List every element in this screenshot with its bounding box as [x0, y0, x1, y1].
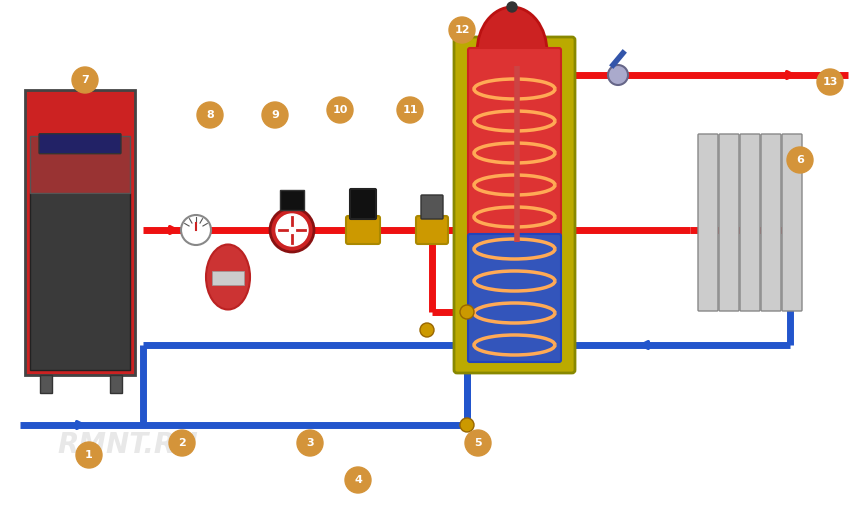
Text: 11: 11 — [402, 105, 417, 115]
Text: RMNT.RU: RMNT.RU — [58, 431, 198, 459]
FancyBboxPatch shape — [416, 216, 448, 244]
Circle shape — [181, 215, 211, 245]
FancyBboxPatch shape — [740, 134, 760, 311]
Text: 9: 9 — [271, 110, 279, 120]
FancyBboxPatch shape — [421, 195, 443, 219]
Circle shape — [262, 102, 288, 128]
Circle shape — [608, 65, 628, 85]
FancyBboxPatch shape — [280, 190, 304, 210]
FancyBboxPatch shape — [454, 37, 575, 373]
Circle shape — [197, 102, 223, 128]
Text: 1: 1 — [85, 450, 93, 460]
Circle shape — [297, 430, 323, 456]
Text: 3: 3 — [306, 438, 314, 448]
FancyBboxPatch shape — [25, 90, 135, 375]
Circle shape — [507, 2, 517, 12]
Circle shape — [465, 430, 491, 456]
FancyBboxPatch shape — [468, 234, 561, 362]
Text: 5: 5 — [474, 438, 482, 448]
FancyBboxPatch shape — [346, 216, 380, 244]
Circle shape — [420, 323, 434, 337]
Text: 2: 2 — [178, 438, 186, 448]
FancyBboxPatch shape — [40, 375, 52, 393]
FancyBboxPatch shape — [761, 134, 781, 311]
Circle shape — [169, 430, 195, 456]
FancyBboxPatch shape — [212, 271, 244, 285]
Circle shape — [460, 305, 474, 319]
Circle shape — [397, 97, 423, 123]
FancyBboxPatch shape — [782, 134, 802, 311]
Text: 4: 4 — [354, 475, 362, 485]
FancyBboxPatch shape — [30, 136, 130, 193]
Circle shape — [76, 442, 102, 468]
Circle shape — [817, 69, 843, 95]
Circle shape — [270, 208, 314, 252]
Circle shape — [72, 67, 98, 93]
Text: 13: 13 — [822, 77, 838, 87]
Circle shape — [787, 147, 813, 173]
Ellipse shape — [206, 244, 250, 310]
Text: 7: 7 — [81, 75, 89, 85]
Circle shape — [276, 214, 308, 246]
FancyBboxPatch shape — [350, 189, 376, 219]
Circle shape — [460, 418, 474, 432]
FancyBboxPatch shape — [30, 193, 130, 370]
FancyBboxPatch shape — [39, 134, 121, 154]
FancyBboxPatch shape — [468, 48, 561, 244]
Text: 12: 12 — [454, 25, 470, 35]
Circle shape — [345, 467, 371, 493]
FancyBboxPatch shape — [719, 134, 739, 311]
Circle shape — [449, 17, 475, 43]
Text: 10: 10 — [332, 105, 348, 115]
Text: 8: 8 — [206, 110, 214, 120]
Circle shape — [327, 97, 353, 123]
FancyBboxPatch shape — [110, 375, 122, 393]
FancyBboxPatch shape — [698, 134, 718, 311]
Ellipse shape — [477, 7, 547, 97]
Text: 6: 6 — [796, 155, 804, 165]
